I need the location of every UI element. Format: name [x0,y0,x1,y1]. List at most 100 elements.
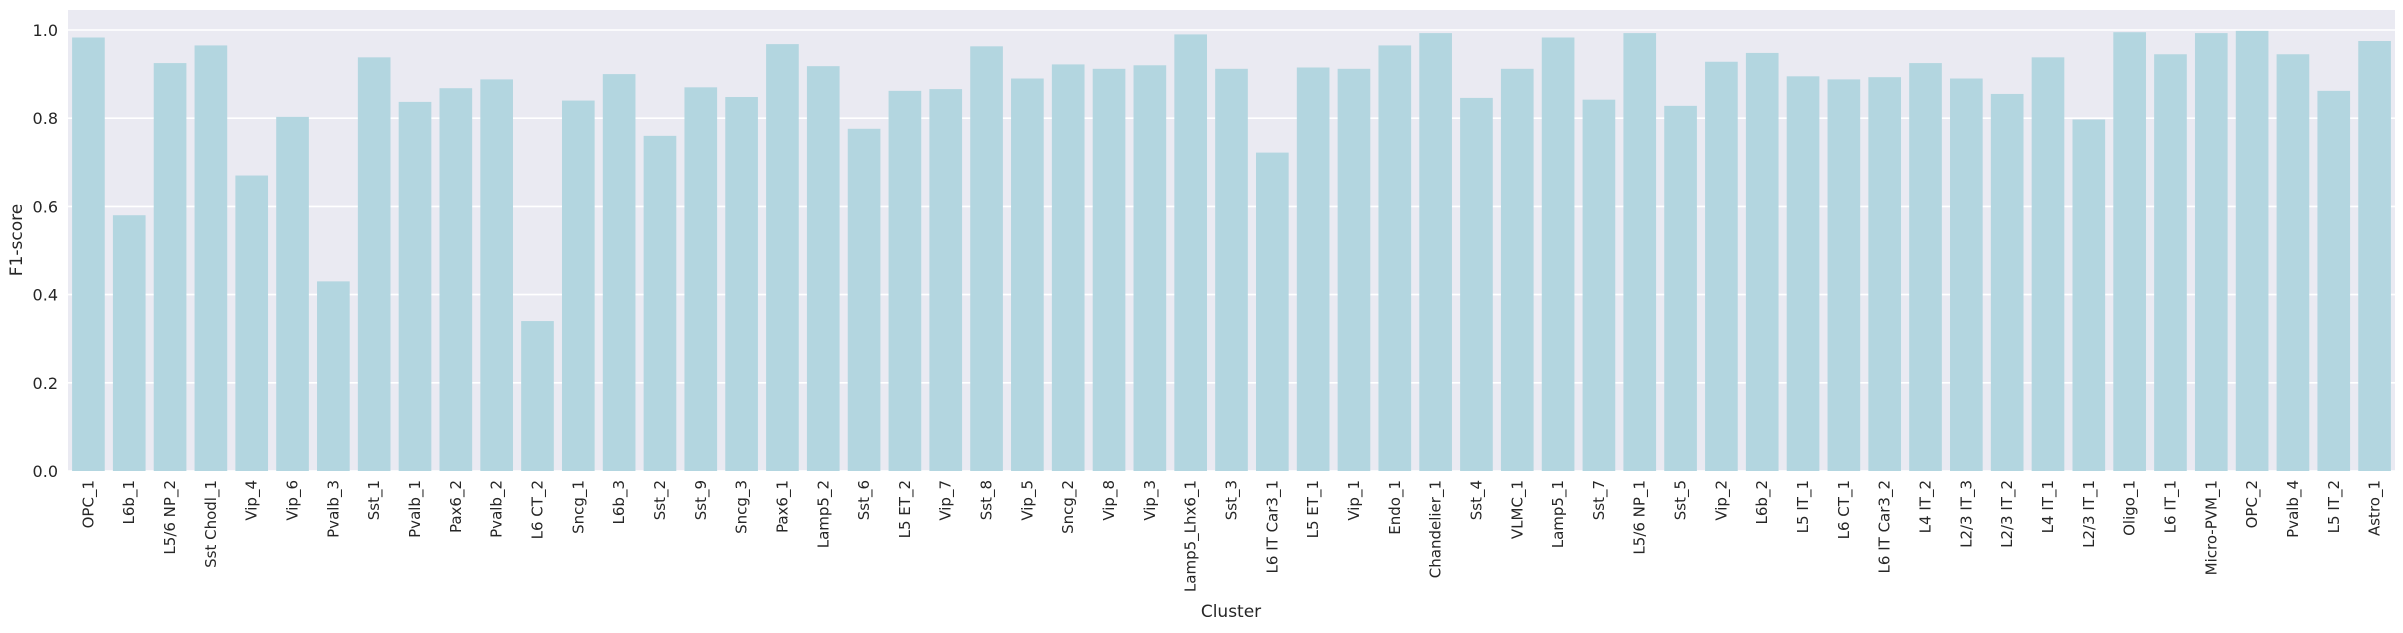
bar [1378,45,1412,472]
bar [2154,54,2187,471]
bar [643,135,677,471]
bar [1827,79,1861,471]
x-tick-label: L4 IT_2 [1917,480,1936,533]
x-tick-label: L6b_3 [610,480,629,524]
bar [1990,93,2024,471]
x-axis-label: Cluster [1201,602,1261,622]
x-tick-label: Vip_8 [1100,480,1119,521]
bar [2276,54,2310,471]
bar [1296,67,1330,472]
x-tick-label: Sst_2 [651,480,670,520]
bar [970,46,1003,471]
x-tick-label: Vip_2 [1712,480,1731,521]
x-tick-label: L2/3 IT_3 [1957,480,1976,548]
x-tick-label: Sst_5 [1672,480,1691,520]
bar [112,215,146,471]
bar [1582,99,1616,471]
x-tick-label: Sst_6 [855,480,874,520]
bar [521,321,554,471]
bar [1745,52,1779,471]
bar [684,87,718,471]
x-tick-label: Vip_6 [284,480,303,521]
x-tick-label: Sst_9 [692,480,711,520]
x-tick-label: Lamp5_Lhx6_1 [1182,480,1201,592]
x-tick-label: Pvalb_3 [324,480,343,538]
bar [1011,78,1044,471]
x-tick-labels: OPC_1 L6b_1 L5/6 NP_2 Sst Chodl_1 Vip_4 Vip_6… [79,480,2384,592]
bar [153,63,187,471]
x-tick-label: L2/3 IT_1 [2080,480,2099,548]
x-tick-label: VLMC_1 [1508,480,1527,539]
y-tick-label: 1.0 [33,21,58,40]
x-tick-label: Vip_1 [1345,480,1364,521]
x-tick-label: L5 ET_1 [1304,480,1323,538]
x-tick-label: Sst_7 [1590,480,1609,520]
x-tick-label: L6 IT Car3_2 [1876,480,1895,573]
bar [1215,68,1248,472]
x-tick-label: L6b_1 [120,480,139,524]
bar [1500,68,1534,472]
x-tick-label: Sncg_3 [733,480,752,534]
x-tick-label: Micro-PVM_1 [2202,480,2221,575]
bar [194,45,228,472]
x-tick-label: Lamp5_1 [1549,480,1568,548]
bar [2031,57,2065,471]
bar [439,88,473,471]
x-tick-label: Sst_8 [978,480,997,520]
x-tick-label: L6 CT_1 [1835,480,1854,539]
y-tick-label: 0.4 [33,286,58,305]
x-tick-label: Vip_5 [1018,480,1037,521]
x-tick-label: Astro_1 [2366,480,2385,536]
bar [1541,37,1575,471]
y-tick-label: 0.6 [33,197,58,216]
x-tick-label: Pvalb_2 [488,480,507,538]
x-tick-label: L6 IT Car3_1 [1263,480,1282,573]
bar [1950,78,1983,471]
x-tick-label: L5 IT_1 [1794,480,1813,533]
x-tick-label: L6 IT_1 [2161,480,2180,533]
y-tick-label: 0.0 [33,462,58,481]
y-tick-label: 0.2 [33,374,58,393]
bar [72,37,105,471]
bar [1623,33,1657,471]
bar [602,74,636,471]
bar [1909,63,1942,471]
bar [561,100,595,471]
bar [2194,33,2228,471]
x-tick-label: OPC_1 [79,480,98,528]
bar [1786,76,1820,472]
x-tick-label: L6b_2 [1753,480,1772,524]
bar [398,101,432,472]
x-tick-label: Lamp5_2 [814,480,833,548]
bar [2235,30,2269,472]
x-tick-label: Sst_4 [1467,480,1486,520]
x-tick-label: Pvalb_4 [2284,480,2303,538]
bar [480,79,513,471]
y-axis-label: F1-score [7,204,27,276]
bar [847,128,881,471]
x-tick-label: Oligo_1 [2121,480,2140,536]
bar [1255,152,1289,471]
bar [2358,41,2391,472]
bar [1460,97,1493,471]
bar [1868,77,1902,471]
y-tick-labels: 0.0 0.2 0.4 0.6 0.8 1.0 [33,21,58,481]
bar [725,97,758,472]
bar [1051,64,1085,471]
x-tick-label: L2/3 IT_2 [1998,480,2017,548]
x-tick-label: Pvalb_1 [406,480,425,538]
x-tick-label: Vip_4 [243,480,262,521]
bar [1705,61,1738,471]
bar [766,44,799,471]
x-tick-label: Sst_1 [365,480,384,520]
x-tick-label: L6 CT_2 [528,480,547,539]
x-tick-label: L5/6 NP_2 [161,480,180,555]
bar [1092,68,1126,472]
x-tick-label: Vip_3 [1141,480,1160,521]
bar [317,281,350,471]
x-tick-label: L5 ET_2 [896,480,915,538]
bars [72,30,2391,472]
bar [2317,90,2351,471]
